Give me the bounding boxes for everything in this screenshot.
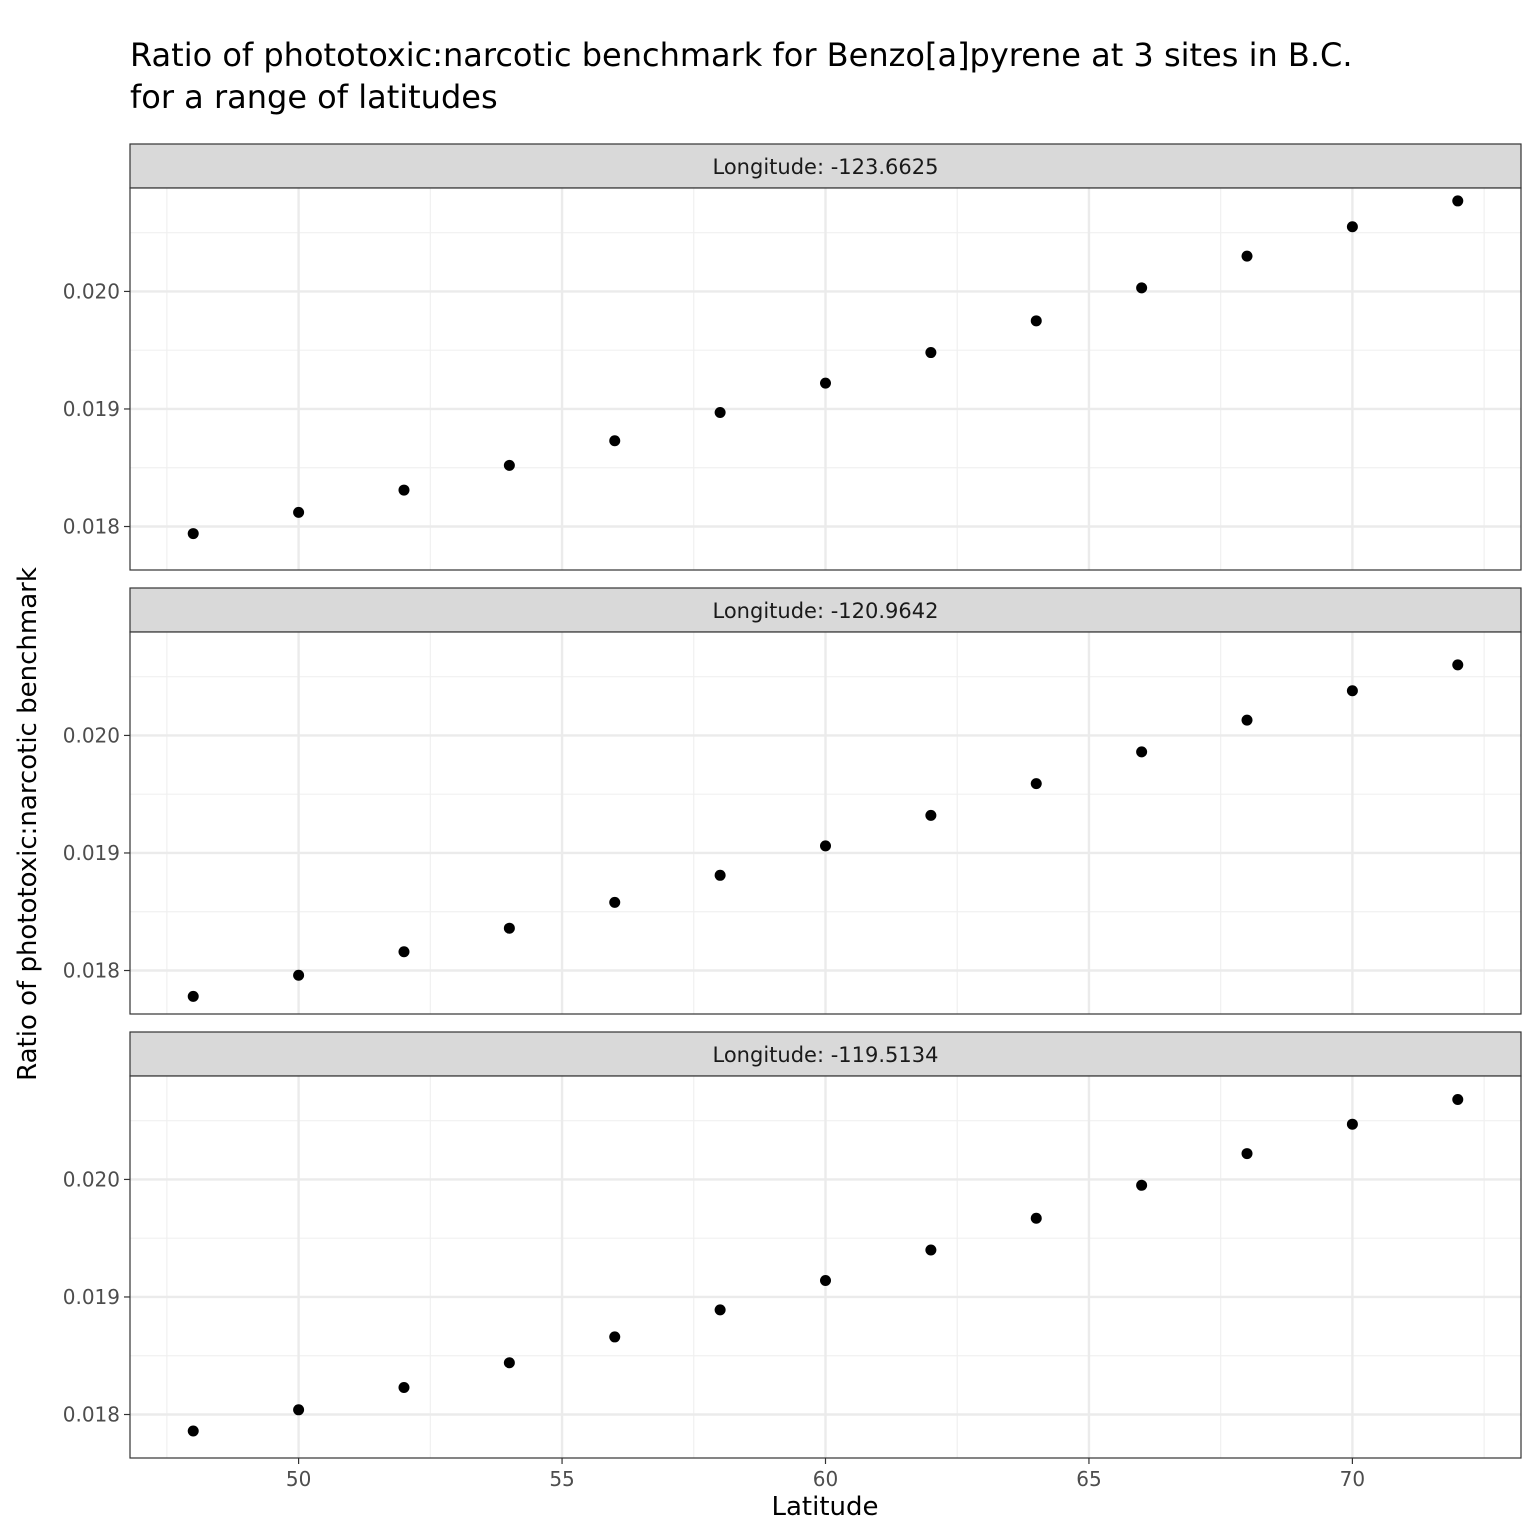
data-point [187, 1425, 199, 1437]
x-axis-title: Latitude [771, 1492, 878, 1522]
data-point [503, 922, 515, 934]
data-point [1030, 315, 1042, 327]
data-point [293, 969, 305, 981]
data-point [1030, 778, 1042, 790]
panels: Longitude: -123.66250.0180.0190.020Longi… [63, 143, 1522, 1459]
data-point [714, 869, 726, 881]
y-tick-label: 0.019 [63, 841, 120, 865]
data-point [293, 1404, 305, 1416]
data-point [503, 1357, 515, 1369]
data-point [609, 896, 621, 908]
data-point [1241, 714, 1253, 726]
data-point [925, 1244, 937, 1256]
y-tick-label: 0.019 [63, 397, 120, 421]
data-point [820, 377, 831, 389]
facet-strip [129, 1031, 1522, 1077]
chart-title: Ratio of phototoxic:narcotic benchmark f… [130, 36, 1353, 74]
y-tick-label: 0.018 [63, 515, 120, 539]
x-tick-label: 60 [813, 1467, 838, 1491]
facet-strip [129, 587, 1522, 633]
facet-strip [129, 143, 1522, 189]
data-point [503, 459, 515, 471]
data-point [398, 946, 410, 958]
facet-strip-label: Longitude: -120.9642 [713, 599, 939, 623]
data-point [293, 506, 305, 518]
data-point [714, 406, 726, 418]
facet-strip-label: Longitude: -119.5134 [713, 1043, 939, 1067]
panel-border [129, 187, 1522, 571]
data-point [1136, 746, 1148, 758]
panel-1: Longitude: -123.6625 0.018 0.019 0.020 [63, 143, 1522, 571]
data-point [1030, 1212, 1042, 1224]
data-point [609, 435, 621, 447]
y-tick-label: 0.018 [63, 959, 120, 983]
data-point [1452, 659, 1464, 671]
data-point [1346, 1118, 1358, 1130]
data-point [925, 347, 937, 359]
data-point [714, 1304, 726, 1316]
panel-2: Longitude: -120.9642 0.018 0.019 0.020 [63, 587, 1522, 1015]
x-tick-label: 70 [1340, 1467, 1365, 1491]
y-tick-label: 0.020 [63, 279, 120, 303]
data-point [1346, 685, 1358, 697]
data-point [820, 840, 831, 852]
data-point [398, 484, 410, 496]
data-point [398, 1381, 410, 1393]
data-point [820, 1275, 831, 1287]
data-point [187, 990, 199, 1002]
data-point [1241, 1148, 1253, 1160]
y-axis-title: Ratio of phototoxic:narcotic benchmark [13, 567, 43, 1081]
panel-border [129, 631, 1522, 1015]
x-tick-label: 55 [549, 1467, 574, 1491]
data-point [1136, 282, 1148, 294]
x-axis: 50 55 60 65 70 [286, 1458, 1365, 1491]
data-point [187, 528, 199, 540]
data-point [1241, 250, 1253, 262]
data-point [1346, 221, 1358, 233]
data-point [609, 1331, 621, 1343]
y-tick-label: 0.018 [63, 1403, 120, 1427]
data-point [1452, 1094, 1464, 1106]
facet-strip-label: Longitude: -123.6625 [713, 155, 939, 179]
data-point [1452, 195, 1464, 207]
panel-3: Longitude: -119.5134 0.018 0.019 0.020 [63, 1031, 1522, 1459]
x-tick-label: 50 [286, 1467, 311, 1491]
x-tick-label: 65 [1076, 1467, 1101, 1491]
y-tick-label: 0.020 [63, 1167, 120, 1191]
y-tick-label: 0.019 [63, 1285, 120, 1309]
data-point [925, 809, 937, 821]
y-tick-label: 0.020 [63, 723, 120, 747]
chart-subtitle: for a range of latitudes [130, 78, 498, 116]
data-point [1136, 1179, 1148, 1191]
